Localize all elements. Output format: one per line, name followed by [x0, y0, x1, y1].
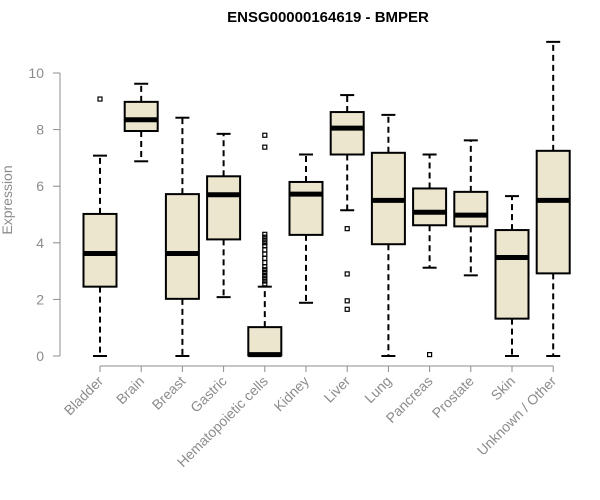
outlier-point	[344, 306, 350, 312]
box-brain	[123, 82, 159, 163]
x-tick-label: Bladder	[61, 373, 107, 419]
box-iqr	[494, 229, 530, 320]
box-iqr	[164, 193, 200, 300]
y-axis-label: Expression	[0, 165, 15, 234]
box-unknown-other	[535, 40, 571, 357]
x-tick-label: Brain	[113, 373, 147, 407]
outlier-point	[262, 247, 268, 253]
y-tick-label: 10	[28, 65, 44, 81]
box-iqr	[453, 190, 489, 228]
outlier-point	[262, 234, 268, 240]
outlier-point	[262, 255, 268, 261]
x-tick-label: Liver	[321, 373, 354, 406]
outlier-point	[344, 226, 350, 232]
outlier-point	[262, 278, 268, 284]
outlier-point	[262, 251, 268, 257]
box-iqr	[123, 100, 159, 133]
box-prostate	[453, 139, 489, 277]
outlier-point	[262, 260, 268, 266]
y-axis: 0 2 4 6 8 10	[28, 65, 61, 364]
y-tick-label: 8	[36, 122, 44, 138]
box-bladder	[82, 96, 118, 357]
box-gastric	[206, 132, 242, 299]
outlier-point	[344, 298, 350, 304]
box-iqr	[288, 180, 324, 236]
box-kidney	[288, 153, 324, 304]
outlier-point	[344, 271, 350, 277]
box-iqr	[412, 187, 448, 227]
outlier-point	[262, 144, 268, 150]
outlier-point	[262, 275, 268, 281]
x-tick-label: Kidney	[271, 373, 313, 415]
outlier-point	[262, 231, 268, 237]
outlier-point	[262, 132, 268, 138]
box-pancreas	[412, 153, 448, 358]
plot-area	[82, 40, 571, 358]
box-skin	[494, 195, 530, 357]
outlier-point	[262, 281, 268, 287]
box-iqr	[82, 212, 118, 288]
outlier-point	[97, 96, 103, 102]
box-hematopoietic-cells	[247, 132, 283, 358]
outlier-point	[427, 351, 433, 358]
y-tick-label: 0	[36, 348, 44, 364]
outlier-point	[262, 237, 268, 243]
box-breast	[164, 116, 200, 357]
outlier-point	[262, 272, 268, 278]
outlier-point	[262, 269, 268, 276]
outlier-point	[262, 267, 268, 273]
y-tick-label: 6	[36, 178, 44, 194]
box-iqr	[247, 326, 283, 357]
y-tick-label: 2	[36, 291, 44, 307]
outlier-point	[262, 243, 268, 249]
box-iqr	[206, 175, 242, 241]
outlier-point	[262, 240, 268, 246]
box-lung	[370, 113, 406, 357]
box-liver	[329, 94, 365, 312]
chart-title: ENSG00000164619 - BMPER	[227, 9, 429, 26]
y-tick-label: 4	[36, 235, 44, 251]
x-tick-label: Prostate	[429, 373, 477, 421]
box-iqr	[535, 149, 571, 275]
x-tick-label: Skin	[488, 373, 519, 404]
x-tick-label: Lung	[361, 373, 394, 406]
box-iqr	[329, 111, 365, 156]
x-tick-label: Breast	[149, 373, 189, 413]
